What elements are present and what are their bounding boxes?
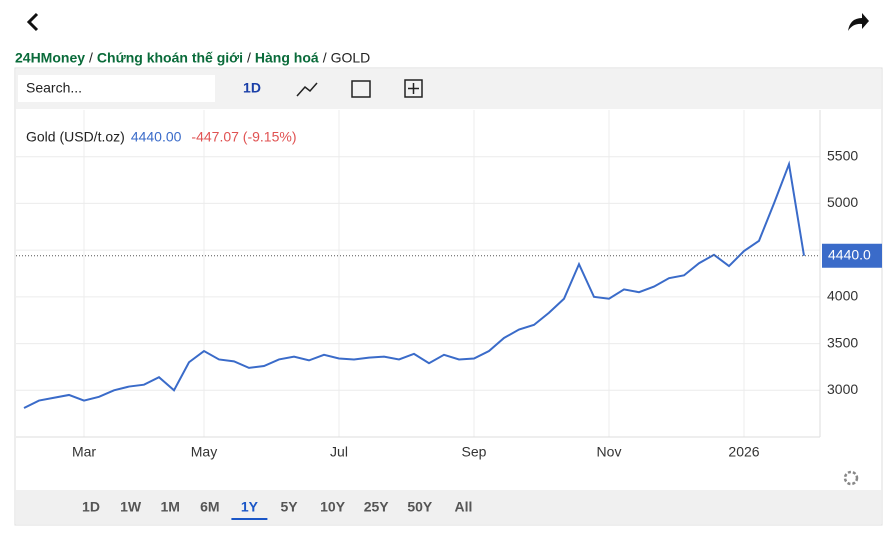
add-icon <box>408 83 419 94</box>
interval-button[interactable]: 1D <box>243 80 261 96</box>
range-button[interactable]: 1Y <box>241 499 259 515</box>
search-placeholder: Search... <box>26 80 82 96</box>
back-button[interactable] <box>26 12 39 32</box>
y-tick-label: 4000 <box>827 288 858 304</box>
x-tick-label: Jul <box>330 444 348 460</box>
search-input[interactable] <box>18 75 215 102</box>
range-button[interactable]: 25Y <box>364 499 390 515</box>
breadcrumb-link[interactable]: Hàng hoá <box>255 50 319 66</box>
range-button[interactable]: 1D <box>82 499 100 515</box>
price-line <box>23 160 805 409</box>
range-button[interactable]: 1M <box>160 499 179 515</box>
chart-type-button[interactable] <box>296 82 318 97</box>
range-button[interactable]: 1W <box>120 499 142 515</box>
x-tick-label: 2026 <box>728 444 759 460</box>
last-price-tag <box>822 243 882 268</box>
range-button[interactable]: 6M <box>200 499 219 515</box>
legend-value: 4440.00 <box>131 129 182 145</box>
breadcrumb-link[interactable]: Chứng khoán thế giới <box>97 50 243 66</box>
x-tick-label: Mar <box>72 444 96 460</box>
breadcrumb-separator: / <box>89 50 93 66</box>
share-button[interactable] <box>848 13 869 31</box>
settings-button[interactable] <box>843 470 859 486</box>
range-button[interactable]: 10Y <box>320 499 346 515</box>
range-button[interactable]: All <box>454 499 472 515</box>
breadcrumb-link[interactable]: 24HMoney <box>15 50 85 66</box>
x-tick-label: Sep <box>462 444 487 460</box>
calendar-button[interactable] <box>351 80 371 98</box>
legend-change: -447.07 (-9.15%) <box>191 129 296 145</box>
add-button[interactable] <box>404 79 423 98</box>
breadcrumb-separator: / <box>323 50 327 66</box>
x-tick-label: Nov <box>597 444 622 460</box>
y-tick-label: 5000 <box>827 194 858 210</box>
range-button[interactable]: 5Y <box>280 499 298 515</box>
y-tick-label: 3500 <box>827 334 858 350</box>
breadcrumb-link: GOLD <box>331 50 371 66</box>
range-bar <box>16 490 881 524</box>
range-button[interactable]: 50Y <box>407 499 433 515</box>
y-tick-label: 5500 <box>827 147 858 163</box>
legend-name: Gold (USD/t.oz) <box>26 129 125 145</box>
x-tick-label: May <box>191 444 217 460</box>
last-price-label: 4440.0 <box>828 246 871 262</box>
y-tick-label: 3000 <box>827 381 858 397</box>
breadcrumb-separator: / <box>247 50 251 66</box>
